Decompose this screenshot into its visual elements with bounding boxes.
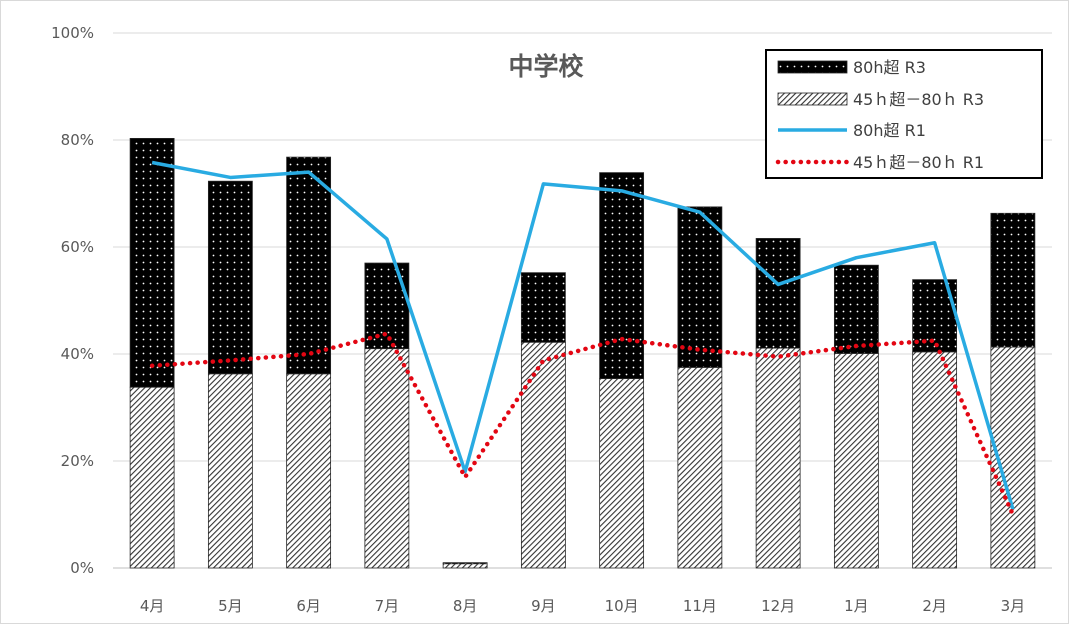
y-tick-label: 80% <box>61 131 94 149</box>
bar-45h-80h-r3 <box>520 341 566 569</box>
line-80h-r1 <box>151 160 1015 510</box>
bar-80h-r3 <box>990 212 1036 348</box>
legend: 80h超 R3 45ｈ超－80ｈ R3 80h超 R1 45ｈ超－80ｈ R1 <box>765 49 1043 179</box>
bar-45h-80h-r3 <box>755 347 801 569</box>
bar-80h-r3 <box>599 172 645 380</box>
bar-45h-80h-r3 <box>286 373 332 569</box>
bar-80h-r3 <box>129 137 175 388</box>
y-axis-ticks: 0% 20% 40% 60% 80% 100% <box>51 24 94 577</box>
bars <box>129 137 1036 569</box>
bar-80h-r3 <box>442 562 488 565</box>
x-tick-label: 7月 <box>375 597 400 615</box>
bar-45h-80h-r3 <box>912 351 958 569</box>
x-tick-label: 6月 <box>296 597 321 615</box>
bar-45h-80h-r3 <box>207 373 253 569</box>
lines <box>149 160 1016 517</box>
x-tick-label: 2月 <box>922 597 947 615</box>
line-45h-80h-r1 <box>149 331 1016 517</box>
bar-80h-r3 <box>364 262 410 350</box>
bar-80h-r3 <box>755 238 801 349</box>
bar-45h-80h-r3 <box>833 353 879 569</box>
bar-45h-80h-r3 <box>599 378 645 569</box>
bar-45h-80h-r3 <box>129 386 175 569</box>
y-tick-label: 60% <box>61 238 94 256</box>
x-tick-label: 1月 <box>844 597 869 615</box>
y-tick-label: 20% <box>61 452 94 470</box>
gridlines <box>113 32 1052 569</box>
bar-80h-r3 <box>520 272 566 343</box>
x-tick-label: 3月 <box>1001 597 1026 615</box>
bar-80h-r3 <box>677 206 723 368</box>
x-tick-label: 4月 <box>140 597 165 615</box>
bar-45h-80h-r3 <box>364 348 410 569</box>
y-tick-label: 100% <box>51 24 94 42</box>
bar-45h-80h-r3 <box>442 563 488 569</box>
x-tick-label: 11月 <box>683 597 717 615</box>
chart-title: 中学校 <box>508 52 584 81</box>
x-tick-label: 8月 <box>453 597 478 615</box>
x-axis-ticks: 4月 5月 6月 7月 8月 9月 10月 11月 12月 1月 2月 3月 <box>140 597 1025 615</box>
legend-label: 45ｈ超－80ｈ R3 <box>853 90 984 109</box>
legend-swatch <box>777 60 848 74</box>
y-tick-label: 0% <box>70 559 94 577</box>
legend-swatch <box>777 92 848 106</box>
x-tick-label: 12月 <box>761 597 795 615</box>
legend-label: 80h超 R1 <box>853 121 926 140</box>
legend-label: 80h超 R3 <box>853 58 926 77</box>
bar-45h-80h-r3 <box>677 366 723 569</box>
y-tick-label: 40% <box>61 345 94 363</box>
bar-80h-r3 <box>207 180 253 375</box>
bar-80h-r3 <box>286 156 332 375</box>
bar-80h-r3 <box>833 264 879 354</box>
x-tick-label: 9月 <box>531 597 556 615</box>
x-tick-label: 5月 <box>218 597 243 615</box>
x-tick-label: 10月 <box>605 597 639 615</box>
legend-label: 45ｈ超－80ｈ R1 <box>853 153 984 172</box>
